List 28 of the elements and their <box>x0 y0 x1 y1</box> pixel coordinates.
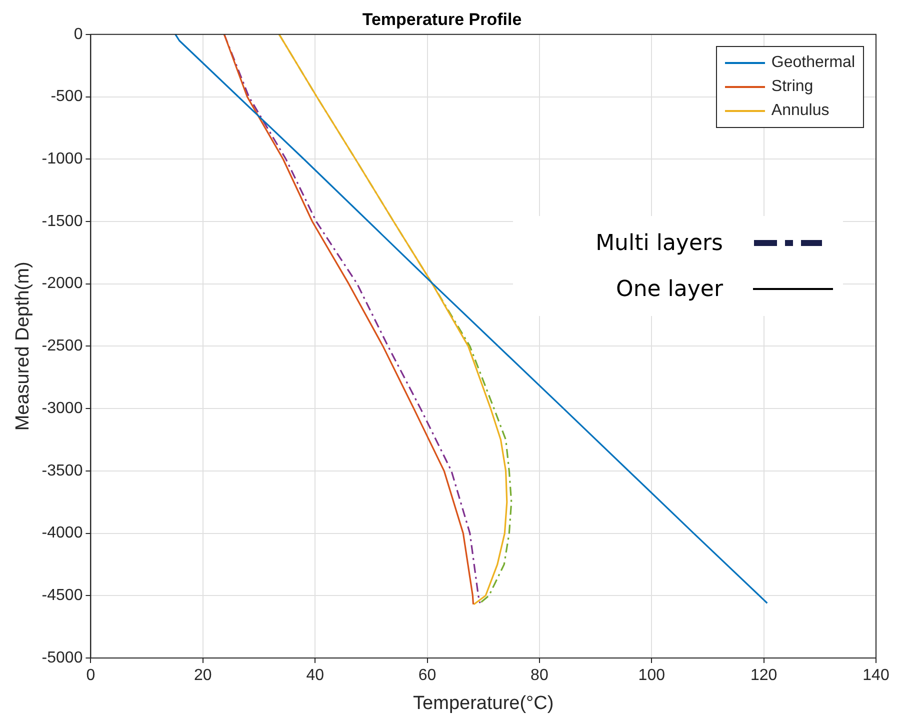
y-tick-label: -4500 <box>42 587 83 604</box>
x-axis-title: Temperature(°C) <box>413 692 554 714</box>
x-tick-label: 60 <box>418 667 436 684</box>
y-tick-label: -3500 <box>42 462 83 480</box>
style-key-panel: Multi layers One layer <box>513 216 843 316</box>
x-tick-label: 80 <box>530 667 548 684</box>
x-tick-label: 40 <box>306 667 324 684</box>
x-tick-label: 100 <box>638 667 666 684</box>
y-tick-label: -4000 <box>42 524 83 542</box>
legend-label: String <box>771 78 814 96</box>
y-tick-label: -1500 <box>42 212 83 230</box>
annotation: One layer <box>615 276 723 302</box>
y-axis-title: Measured Depth(m) <box>12 262 34 431</box>
y-tick-label: -5000 <box>42 649 83 666</box>
chart-title: Temperature Profile <box>362 10 522 29</box>
y-tick-label: -2000 <box>42 275 83 292</box>
x-tick-label: 120 <box>750 667 778 684</box>
y-tick-label: -2500 <box>42 338 83 355</box>
y-tick-label: 0 <box>74 26 83 43</box>
legend-label: Geothermal <box>771 54 855 72</box>
x-tick-label: 140 <box>862 667 890 684</box>
x-tick-label: 0 <box>86 667 96 684</box>
annotation: Multi layers <box>594 230 723 256</box>
legend-label: Annulus <box>771 102 830 120</box>
y-tick-label: -3000 <box>42 400 83 417</box>
x-tick-label: 20 <box>194 667 212 684</box>
y-tick-label: -500 <box>50 88 83 106</box>
y-tick-label: -1000 <box>42 150 83 168</box>
